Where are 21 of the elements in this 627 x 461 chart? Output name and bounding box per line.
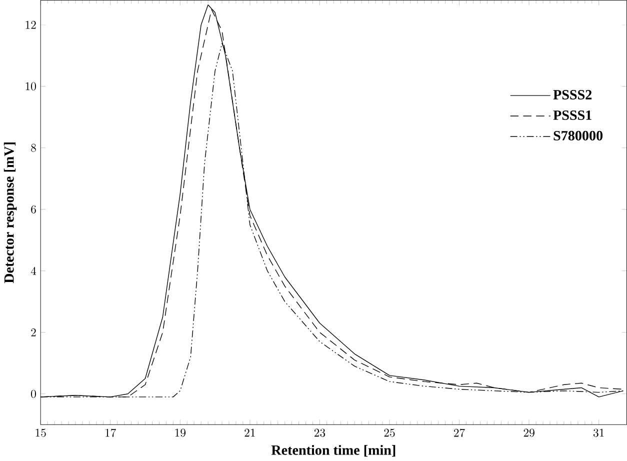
x-axis-title: Retention time [min] xyxy=(271,445,396,457)
legend-label: PSSS1 xyxy=(553,110,592,120)
y-axis-title: Detector response [mV] xyxy=(4,142,17,284)
x-tick-label: 27 xyxy=(454,428,465,438)
x-tick-label: 15 xyxy=(36,428,46,438)
x-tick-label: 19 xyxy=(175,428,186,438)
y-tick-label: 12 xyxy=(26,21,36,29)
x-tick-label: 21 xyxy=(244,428,255,437)
y-tick-label: 4 xyxy=(30,267,36,276)
y-tick-label: 2 xyxy=(31,328,36,336)
x-tick-label: 17 xyxy=(106,428,116,438)
x-tick-label: 25 xyxy=(384,428,395,438)
y-tick-label: 8 xyxy=(31,144,36,152)
y-tick-label: 0 xyxy=(31,390,36,398)
x-tick-label: 29 xyxy=(524,428,534,438)
y-tick-label: 10 xyxy=(26,82,36,91)
y-tick-label: 6 xyxy=(31,206,36,214)
x-tick-label: 31 xyxy=(593,428,604,438)
x-tick-label: 23 xyxy=(314,428,326,438)
legend-label: S780000 xyxy=(554,131,603,141)
legend-label: PSSS2 xyxy=(553,90,592,100)
